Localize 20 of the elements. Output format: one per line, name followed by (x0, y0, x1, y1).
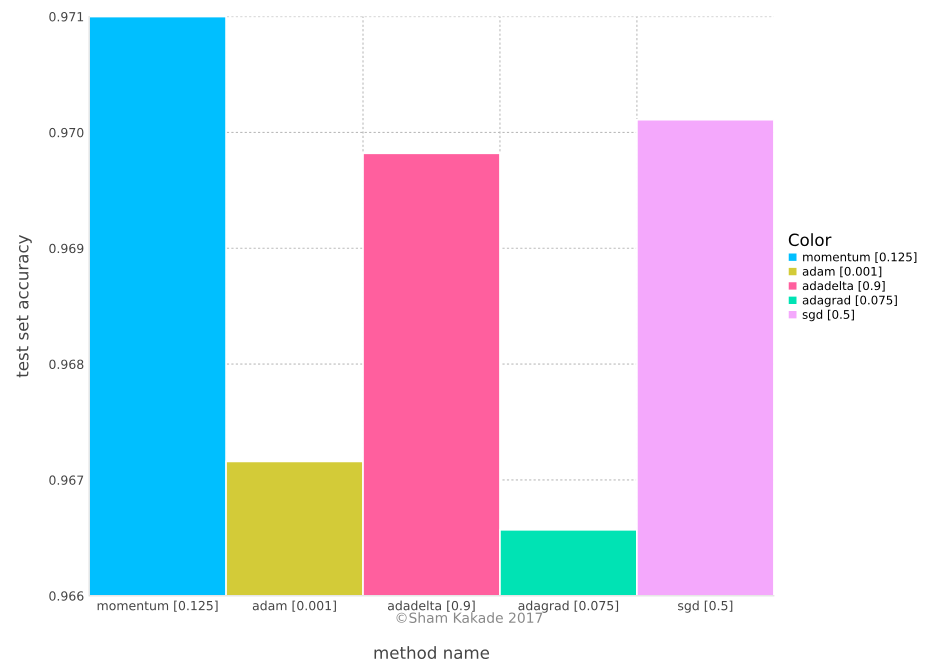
legend-label: sgd [0.5] (802, 310, 854, 322)
legend-label: adagrad [0.075] (802, 295, 897, 307)
y-tick-label: 0.969 (49, 244, 84, 254)
legend-label: adadelta [0.9] (802, 281, 885, 292)
x-tick-label: momentum [0.125] (98, 600, 218, 612)
text: ©Sham Kakade 2017 (396, 612, 542, 623)
legend-label: adam [0.001] (802, 266, 882, 278)
y-tick-label: 0.968 (49, 360, 84, 370)
y-tick-label: 0.966 (49, 591, 84, 601)
y-tick-label: 0.970 (49, 128, 84, 138)
legend-label: momentum [0.125] (803, 252, 916, 263)
x-tick-label: adagrad [0.075] (518, 600, 618, 613)
x-tick-label: sgd [0.5] (678, 600, 732, 613)
y-tick-label: 0.967 (49, 475, 84, 485)
y-tick-label: 0.971 (49, 12, 84, 22)
legend-title: Color (788, 233, 832, 246)
y-axis-title: test set accuracy (16, 235, 32, 378)
x-axis-title: method name (374, 646, 490, 659)
x-tick-label: adam [0.001] (252, 600, 336, 612)
x-tick-label: adadelta [0.9] (388, 600, 475, 612)
